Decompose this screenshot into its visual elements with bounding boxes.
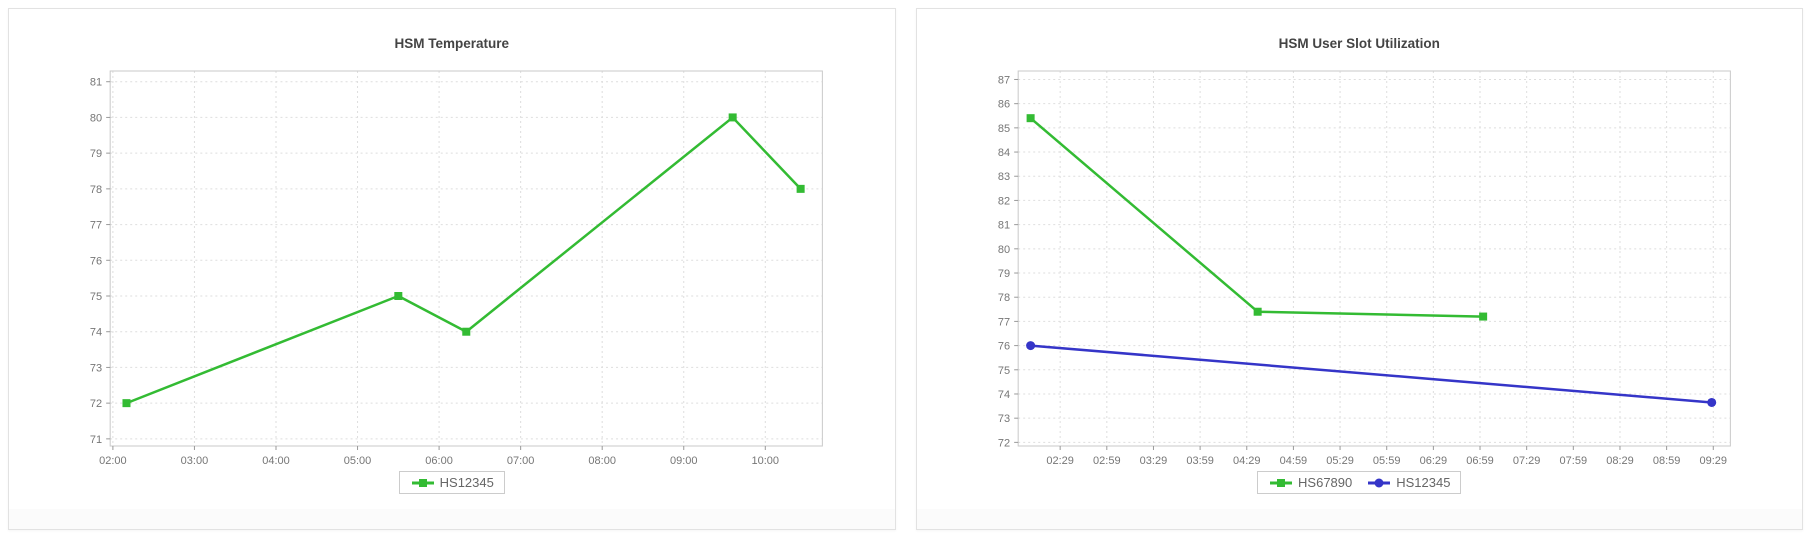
legend-item-HS67890: HS67890 xyxy=(1268,475,1352,490)
plot-border xyxy=(109,70,823,447)
svg-text:03:00: 03:00 xyxy=(181,455,209,467)
svg-text:10:00: 10:00 xyxy=(752,455,780,467)
legend-label: HS67890 xyxy=(1298,475,1353,490)
svg-text:73: 73 xyxy=(997,413,1009,425)
svg-text:83: 83 xyxy=(997,171,1009,183)
svg-text:76: 76 xyxy=(997,341,1009,353)
svg-text:78: 78 xyxy=(997,292,1009,304)
svg-text:06:00: 06:00 xyxy=(425,455,453,467)
svg-text:82: 82 xyxy=(997,195,1009,207)
svg-text:87: 87 xyxy=(997,74,1009,86)
svg-text:02:29: 02:29 xyxy=(1046,455,1074,467)
svg-text:09:29: 09:29 xyxy=(1699,455,1727,467)
svg-text:77: 77 xyxy=(997,316,1009,328)
svg-text:04:00: 04:00 xyxy=(262,455,290,467)
svg-text:03:59: 03:59 xyxy=(1186,455,1214,467)
svg-text:72: 72 xyxy=(90,398,102,410)
x-axis-labels: 02:29 02:59 03:29 03:59 04:29 04:59 05:29 05:59… xyxy=(1046,455,1727,467)
svg-text:05:59: 05:59 xyxy=(1372,455,1400,467)
series-HS12345 xyxy=(1025,341,1716,407)
svg-text:02:00: 02:00 xyxy=(99,455,127,467)
svg-text:81: 81 xyxy=(90,77,102,89)
svg-text:02:59: 02:59 xyxy=(1093,455,1121,467)
svg-text:78: 78 xyxy=(90,184,102,196)
chart-title: HSM Temperature xyxy=(394,36,510,51)
svg-text:05:00: 05:00 xyxy=(344,455,372,467)
y-axis-labels: 72 73 74 75 76 77 78 79 80 81 82 83 84 85 86 87 xyxy=(997,74,1009,449)
svg-text:72: 72 xyxy=(997,437,1009,449)
grid xyxy=(1017,71,1730,446)
svg-text:04:59: 04:59 xyxy=(1279,455,1307,467)
svg-text:73: 73 xyxy=(90,362,102,374)
axis-ticks xyxy=(1013,78,1714,450)
chart-legend: HS12345 xyxy=(398,471,505,494)
svg-text:80: 80 xyxy=(90,112,102,124)
svg-text:75: 75 xyxy=(997,365,1009,377)
plot-border xyxy=(1017,70,1731,447)
hsm-user-slot-utilization-panel: HSM User Slot Utilization 72 73 74 75 76 77 78… xyxy=(915,8,1803,530)
svg-text:03:29: 03:29 xyxy=(1139,455,1167,467)
svg-text:74: 74 xyxy=(997,389,1009,401)
svg-text:74: 74 xyxy=(90,327,102,339)
svg-text:08:59: 08:59 xyxy=(1652,455,1680,467)
svg-text:80: 80 xyxy=(997,244,1009,256)
legend-label: HS12345 xyxy=(1396,475,1451,490)
svg-text:07:29: 07:29 xyxy=(1512,455,1540,467)
series-HS12345 xyxy=(122,113,805,408)
chart-title: HSM User Slot Utilization xyxy=(1278,36,1440,51)
legend-label: HS12345 xyxy=(439,475,494,490)
svg-text:79: 79 xyxy=(997,268,1009,280)
series-HS67890 xyxy=(1026,114,1487,321)
chart-legend: HS67890 HS12345 xyxy=(1257,471,1462,494)
card-footer xyxy=(916,509,1802,529)
axis-ticks xyxy=(106,81,766,450)
x-axis-labels: 02:00 03:00 04:00 05:00 06:00 07:00 08:00 09:00… xyxy=(99,455,779,467)
legend-item-HS12345: HS12345 xyxy=(410,475,494,490)
card-footer xyxy=(9,509,895,529)
svg-text:85: 85 xyxy=(997,123,1009,135)
svg-text:07:59: 07:59 xyxy=(1559,455,1587,467)
legend-row: HS67890 HS12345 xyxy=(917,471,1803,494)
y-axis-labels: 71 72 73 74 75 76 77 78 79 80 81 xyxy=(90,77,102,446)
svg-text:86: 86 xyxy=(997,99,1009,111)
svg-text:81: 81 xyxy=(997,220,1009,232)
svg-text:06:59: 06:59 xyxy=(1466,455,1494,467)
svg-text:06:29: 06:29 xyxy=(1419,455,1447,467)
square-series-marker-icon xyxy=(1270,478,1293,487)
svg-text:77: 77 xyxy=(90,220,102,232)
svg-text:08:00: 08:00 xyxy=(588,455,616,467)
svg-text:84: 84 xyxy=(997,147,1009,159)
svg-text:07:00: 07:00 xyxy=(507,455,535,467)
hsm-temperature-chart: 71 72 73 74 75 76 77 78 79 80 81 02:00 03:00 04:00 05:… xyxy=(90,70,823,467)
svg-text:04:29: 04:29 xyxy=(1232,455,1260,467)
svg-text:09:00: 09:00 xyxy=(670,455,698,467)
legend-row: HS12345 xyxy=(9,471,895,494)
circle-series-marker-icon xyxy=(1368,478,1391,487)
legend-item-HS12345: HS12345 xyxy=(1366,475,1450,490)
svg-text:71: 71 xyxy=(90,434,102,446)
svg-text:76: 76 xyxy=(90,255,102,267)
grid xyxy=(110,71,823,446)
square-series-marker-icon xyxy=(411,478,434,487)
svg-text:75: 75 xyxy=(90,291,102,303)
svg-text:79: 79 xyxy=(90,148,102,160)
svg-text:08:29: 08:29 xyxy=(1606,455,1634,467)
hsm-temperature-panel: HSM Temperature 71 72 73 74 75 76 77 78 79 80 81 02… xyxy=(8,8,896,530)
svg-text:05:29: 05:29 xyxy=(1326,455,1354,467)
